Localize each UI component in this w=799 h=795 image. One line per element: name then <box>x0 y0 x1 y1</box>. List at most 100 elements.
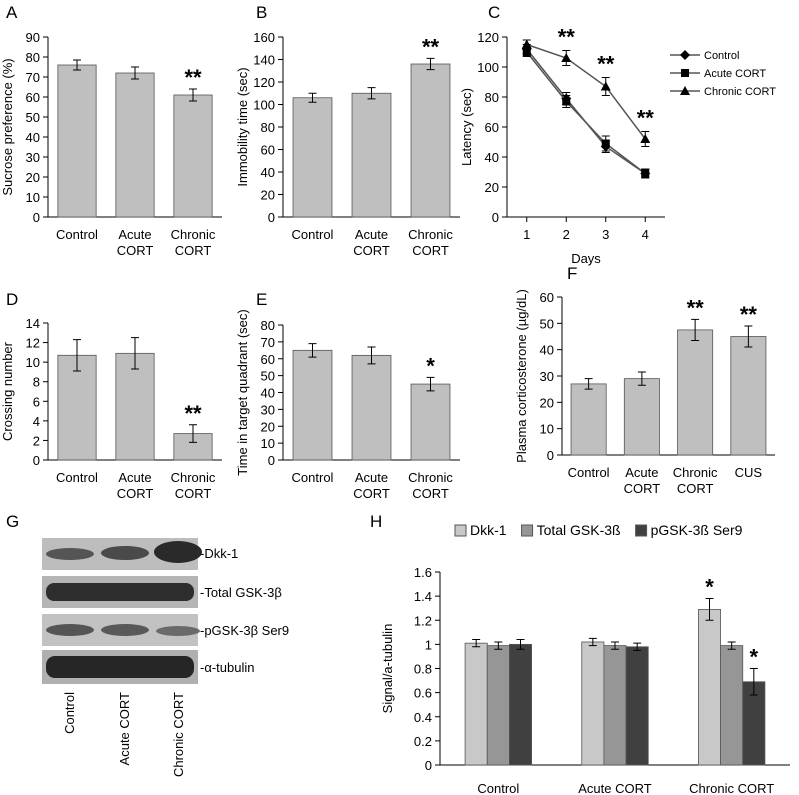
legend-swatch <box>521 524 534 537</box>
y-tick-label: 10 <box>26 355 40 370</box>
marker <box>522 48 531 56</box>
legend-label: Total GSK-3ß <box>537 522 621 538</box>
y-tick-label: 20 <box>26 170 40 185</box>
band <box>46 548 94 560</box>
legend-label: pGSK-3ß Ser9 <box>651 522 743 538</box>
annotation: * <box>750 645 759 670</box>
y-tick-label: 20 <box>540 395 554 410</box>
y-tick-label: 20 <box>485 180 499 195</box>
y-tick-label: 0 <box>268 453 275 468</box>
error-bar <box>308 92 317 103</box>
y-tick-label: 12 <box>26 336 40 351</box>
y-tick-label: 120 <box>477 30 499 45</box>
y-tick-label: 6 <box>33 394 40 409</box>
y-tick-label: 60 <box>485 120 499 135</box>
bar <box>115 352 155 461</box>
y-axis-label: Plasma corticosterone (µg/dL) <box>514 289 529 463</box>
y-tick-label: 140 <box>253 53 275 68</box>
error-bar <box>637 371 646 386</box>
panel-label: G <box>6 512 19 531</box>
x-tick-label: 4 <box>642 227 649 242</box>
band-label: -α-tubulin <box>200 660 254 675</box>
bar <box>623 378 660 456</box>
legend-marker <box>681 69 689 77</box>
error-bar <box>611 641 619 650</box>
error-bar <box>633 642 642 651</box>
error-bar <box>727 641 736 650</box>
y-tick-label: 40 <box>261 165 275 180</box>
x-tick-label: Control <box>292 227 334 242</box>
y-tick-label: 10 <box>261 436 275 451</box>
legend-label: Chronic CORT <box>704 86 776 98</box>
error-bar <box>189 424 197 443</box>
y-tick-label: 120 <box>253 75 275 90</box>
legend-swatch <box>454 524 467 537</box>
annotation: * <box>426 353 435 378</box>
band-label: -pGSK-3β Ser9 <box>200 623 289 638</box>
legend-marker <box>680 86 690 95</box>
y-tick-label: 1.2 <box>414 613 432 628</box>
y-tick-label: 0.8 <box>414 662 432 677</box>
y-tick-label: 14 <box>26 316 40 331</box>
x-tick-label: Control <box>56 470 98 485</box>
panel-label: H <box>370 512 382 531</box>
panel-label: F <box>567 264 577 283</box>
x-tick-label: Acute CORT <box>624 465 661 496</box>
y-tick-label: 20 <box>261 188 275 203</box>
y-tick-label: 4 <box>33 414 40 429</box>
y-tick-label: 1.6 <box>414 565 432 580</box>
y-tick-label: 80 <box>261 318 275 333</box>
annotation: ** <box>740 302 758 327</box>
band <box>101 624 149 636</box>
band <box>46 624 94 636</box>
bar <box>698 608 721 766</box>
bar <box>625 646 649 766</box>
y-tick-label: 0 <box>425 758 432 773</box>
bar <box>570 383 607 456</box>
y-tick-label: 0 <box>268 210 275 225</box>
marker <box>641 169 650 178</box>
y-axis-label: Signal/a-tubulin <box>380 624 395 714</box>
error-bar <box>516 639 525 650</box>
y-tick-label: 8 <box>33 375 40 390</box>
annotation: * <box>705 575 714 600</box>
y-tick-label: 60 <box>540 290 554 305</box>
x-tick-label: 3 <box>602 227 609 242</box>
annotation: ** <box>687 295 705 320</box>
y-tick-label: 70 <box>26 70 40 85</box>
legend-label: Acute CORT <box>704 68 766 80</box>
x-tick-label: Chronic CORT <box>171 470 216 501</box>
error-bar <box>131 337 139 370</box>
x-tick-label: Chronic CORT <box>408 470 453 501</box>
lane-label: Chronic CORT <box>171 692 186 777</box>
bar <box>677 329 714 456</box>
panel-label: D <box>6 290 18 309</box>
y-tick-label: 10 <box>540 422 554 437</box>
error-bar <box>73 339 81 372</box>
marker <box>601 139 610 148</box>
error-bar <box>691 318 700 341</box>
y-tick-label: 80 <box>26 50 40 65</box>
annotation: ** <box>597 52 615 77</box>
y-tick-label: 50 <box>540 316 554 331</box>
error-bar <box>584 378 593 390</box>
annotation: ** <box>184 65 202 90</box>
panel-label: A <box>6 3 18 22</box>
y-axis-label: Sucrose preference (%) <box>0 58 15 195</box>
bar <box>509 643 532 766</box>
x-tick-label: Acute CORT <box>117 470 154 501</box>
legend-marker <box>680 50 690 60</box>
marker <box>521 39 532 49</box>
y-tick-label: 70 <box>261 335 275 350</box>
y-tick-label: 10 <box>26 190 40 205</box>
annotation: ** <box>422 34 440 59</box>
y-tick-label: 80 <box>261 120 275 135</box>
bar <box>730 336 767 456</box>
error-bar <box>131 66 139 80</box>
bar <box>720 645 744 766</box>
y-tick-label: 40 <box>485 150 499 165</box>
bar <box>603 645 627 766</box>
y-tick-label: 0.4 <box>414 710 432 725</box>
y-tick-label: 100 <box>477 60 499 75</box>
bar <box>292 97 333 218</box>
